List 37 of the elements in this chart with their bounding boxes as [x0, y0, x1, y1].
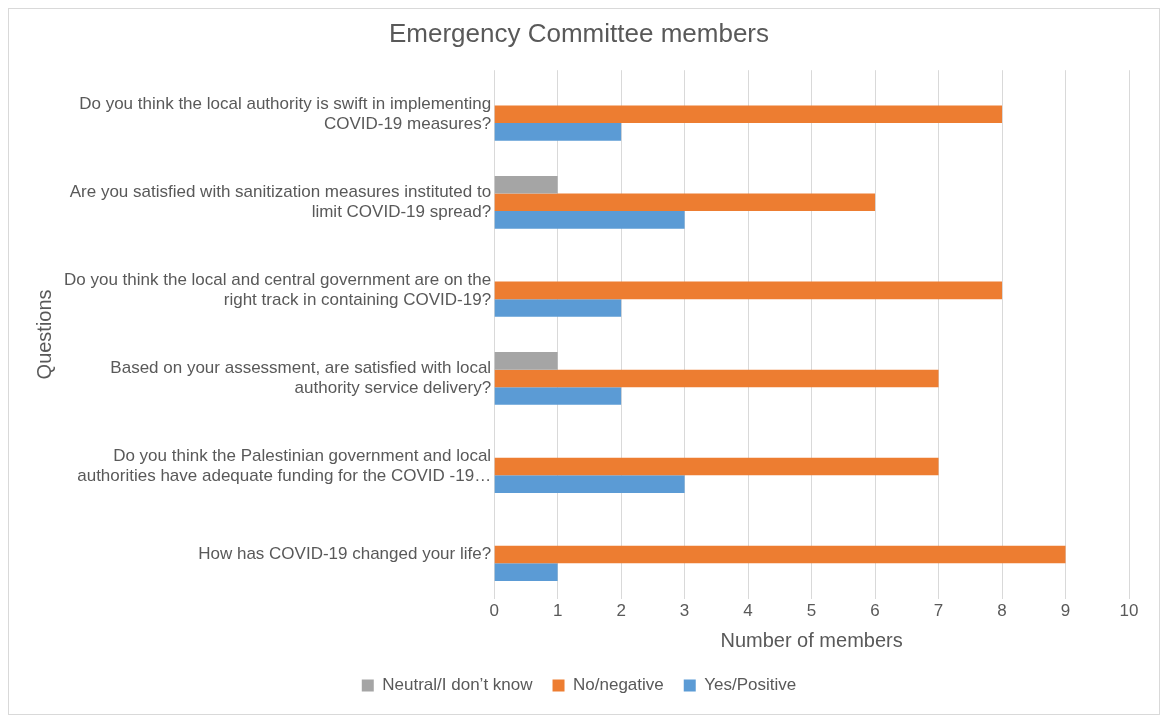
- bar: [494, 369, 939, 388]
- y-tick-label: Do you think the local authority is swift in implementing COVID-19 measures?: [79, 93, 492, 134]
- x-tick-label: 3: [679, 601, 690, 621]
- x-tick-label: 9: [1060, 601, 1071, 621]
- bar: [494, 211, 685, 229]
- bar: [494, 563, 558, 581]
- bar: [494, 123, 622, 141]
- bar: [494, 281, 1003, 300]
- y-tick-label: Do you think the local and central government are on the right track in containing COVID-19?: [63, 269, 492, 310]
- bar: [494, 475, 685, 493]
- bar: [494, 387, 622, 405]
- y-tick-label: How has COVID-19 changed your life?: [198, 544, 492, 564]
- bar: [494, 299, 622, 317]
- bar: [494, 545, 1066, 564]
- x-tick-label: 8: [997, 601, 1007, 621]
- y-tick-label: Are you satisfied with sanitization measures instituted to limit COVID-19 spread?: [69, 181, 492, 222]
- x-tick-label: 7: [933, 601, 944, 621]
- x-tick-label: 4: [743, 601, 753, 621]
- x-tick-label: 10: [1119, 601, 1139, 621]
- y-tick-label: Do you think the Palestinian government and local authorities have adequate funding for the COVID -19…: [77, 445, 492, 486]
- x-tick-label: 1: [552, 601, 563, 621]
- x-tick-label: 0: [489, 601, 499, 621]
- bar: [494, 175, 558, 194]
- bar: [494, 457, 939, 476]
- x-tick-label: 6: [870, 601, 880, 621]
- legend-label: Neutral/I don’t know: [382, 675, 534, 695]
- chart-title: Emergency Committee members: [389, 17, 769, 48]
- bar: [494, 352, 558, 370]
- x-axis-title: Number of members: [720, 628, 903, 651]
- legend-label: Yes/Positive: [704, 675, 797, 695]
- bar: [494, 105, 1003, 124]
- bar: [494, 193, 876, 212]
- x-tick-label: 5: [806, 601, 817, 621]
- y-axis-title: Questions: [32, 289, 55, 380]
- y-tick-label: Based on your assessment, are satisfied with local authority service delivery?: [110, 357, 492, 398]
- legend-label: No/negative: [573, 675, 664, 695]
- x-tick-label: 2: [616, 601, 626, 621]
